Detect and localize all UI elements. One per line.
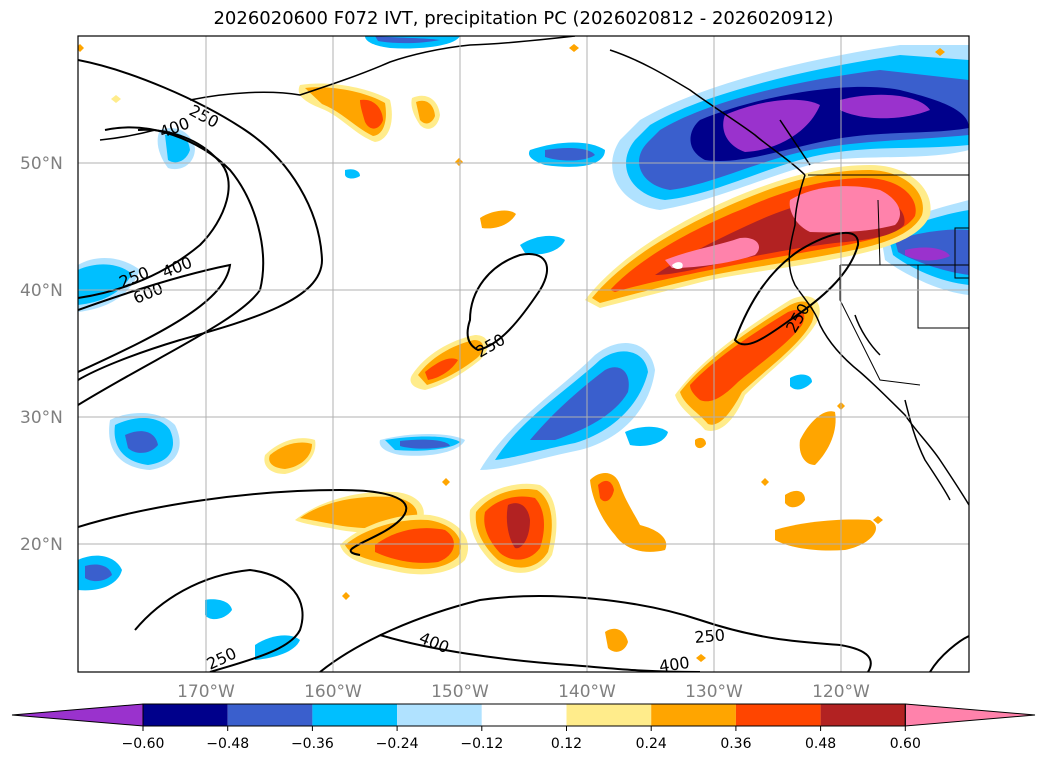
- coastlines: [99, 36, 969, 506]
- colorbar-segment: [651, 704, 736, 726]
- lon-label: 130°W: [685, 682, 743, 702]
- contour-label: 250: [694, 625, 726, 647]
- colorbar-label: −0.24: [376, 736, 419, 752]
- colorbar-segment: [312, 704, 398, 726]
- lon-label: 120°W: [812, 682, 870, 702]
- colorbar-extension-low: [11, 703, 144, 727]
- borders: [808, 174, 969, 386]
- colorbar-label: −0.36: [291, 736, 334, 752]
- lon-label: 140°W: [558, 682, 616, 702]
- colorbar-segment: [143, 704, 228, 726]
- map-panel: 250 400 250 400 600 250 250 250 400 250 …: [78, 36, 969, 676]
- colorbar-label: 0.48: [805, 736, 836, 752]
- colorbar-frame: [142, 703, 906, 727]
- colorbar-segment: [735, 704, 821, 726]
- colorbar-label: −0.48: [206, 736, 249, 752]
- gridlines: [78, 36, 969, 672]
- map-frame: [77, 35, 970, 673]
- colorbar-segment: [481, 704, 567, 726]
- ivt-contours: [78, 59, 969, 672]
- speckles: [78, 44, 945, 662]
- lon-label: 170°W: [177, 682, 235, 702]
- colorbar-segment: [566, 704, 652, 726]
- negative-anomaly-fill: [78, 36, 969, 660]
- colorbar-label: 0.36: [720, 736, 751, 752]
- colorbar-label: −0.12: [460, 736, 503, 752]
- colorbar-segment: [820, 704, 906, 726]
- lat-label: 30°N: [20, 408, 63, 428]
- colorbar-segment: [227, 704, 313, 726]
- contour-label: 400: [658, 653, 691, 676]
- colorbar-label: 0.60: [890, 736, 921, 752]
- colorbar-label: 0.24: [636, 736, 667, 752]
- colorbar-segment: [397, 704, 482, 726]
- colorbar-label: 0.12: [551, 736, 582, 752]
- colorbar-extension-high: [904, 703, 1036, 727]
- colorbar-label: −0.60: [122, 736, 165, 752]
- colorbar: −0.60 −0.48 −0.36 −0.24 −0.12 0.12 0.24 0.36 0.4…: [11, 703, 1036, 752]
- longitude-labels: 170°W 160°W 150°W 140°W 130°W 120°W: [177, 682, 870, 702]
- lat-label: 50°N: [20, 154, 63, 174]
- latitude-labels: 50°N 40°N 30°N 20°N: [20, 154, 63, 555]
- lat-label: 20°N: [20, 535, 63, 555]
- lat-label: 40°N: [20, 281, 63, 301]
- lon-label: 160°W: [304, 682, 362, 702]
- lon-label: 150°W: [431, 682, 489, 702]
- map-title: 2026020600 F072 IVT, precipitation PC (2…: [213, 8, 834, 29]
